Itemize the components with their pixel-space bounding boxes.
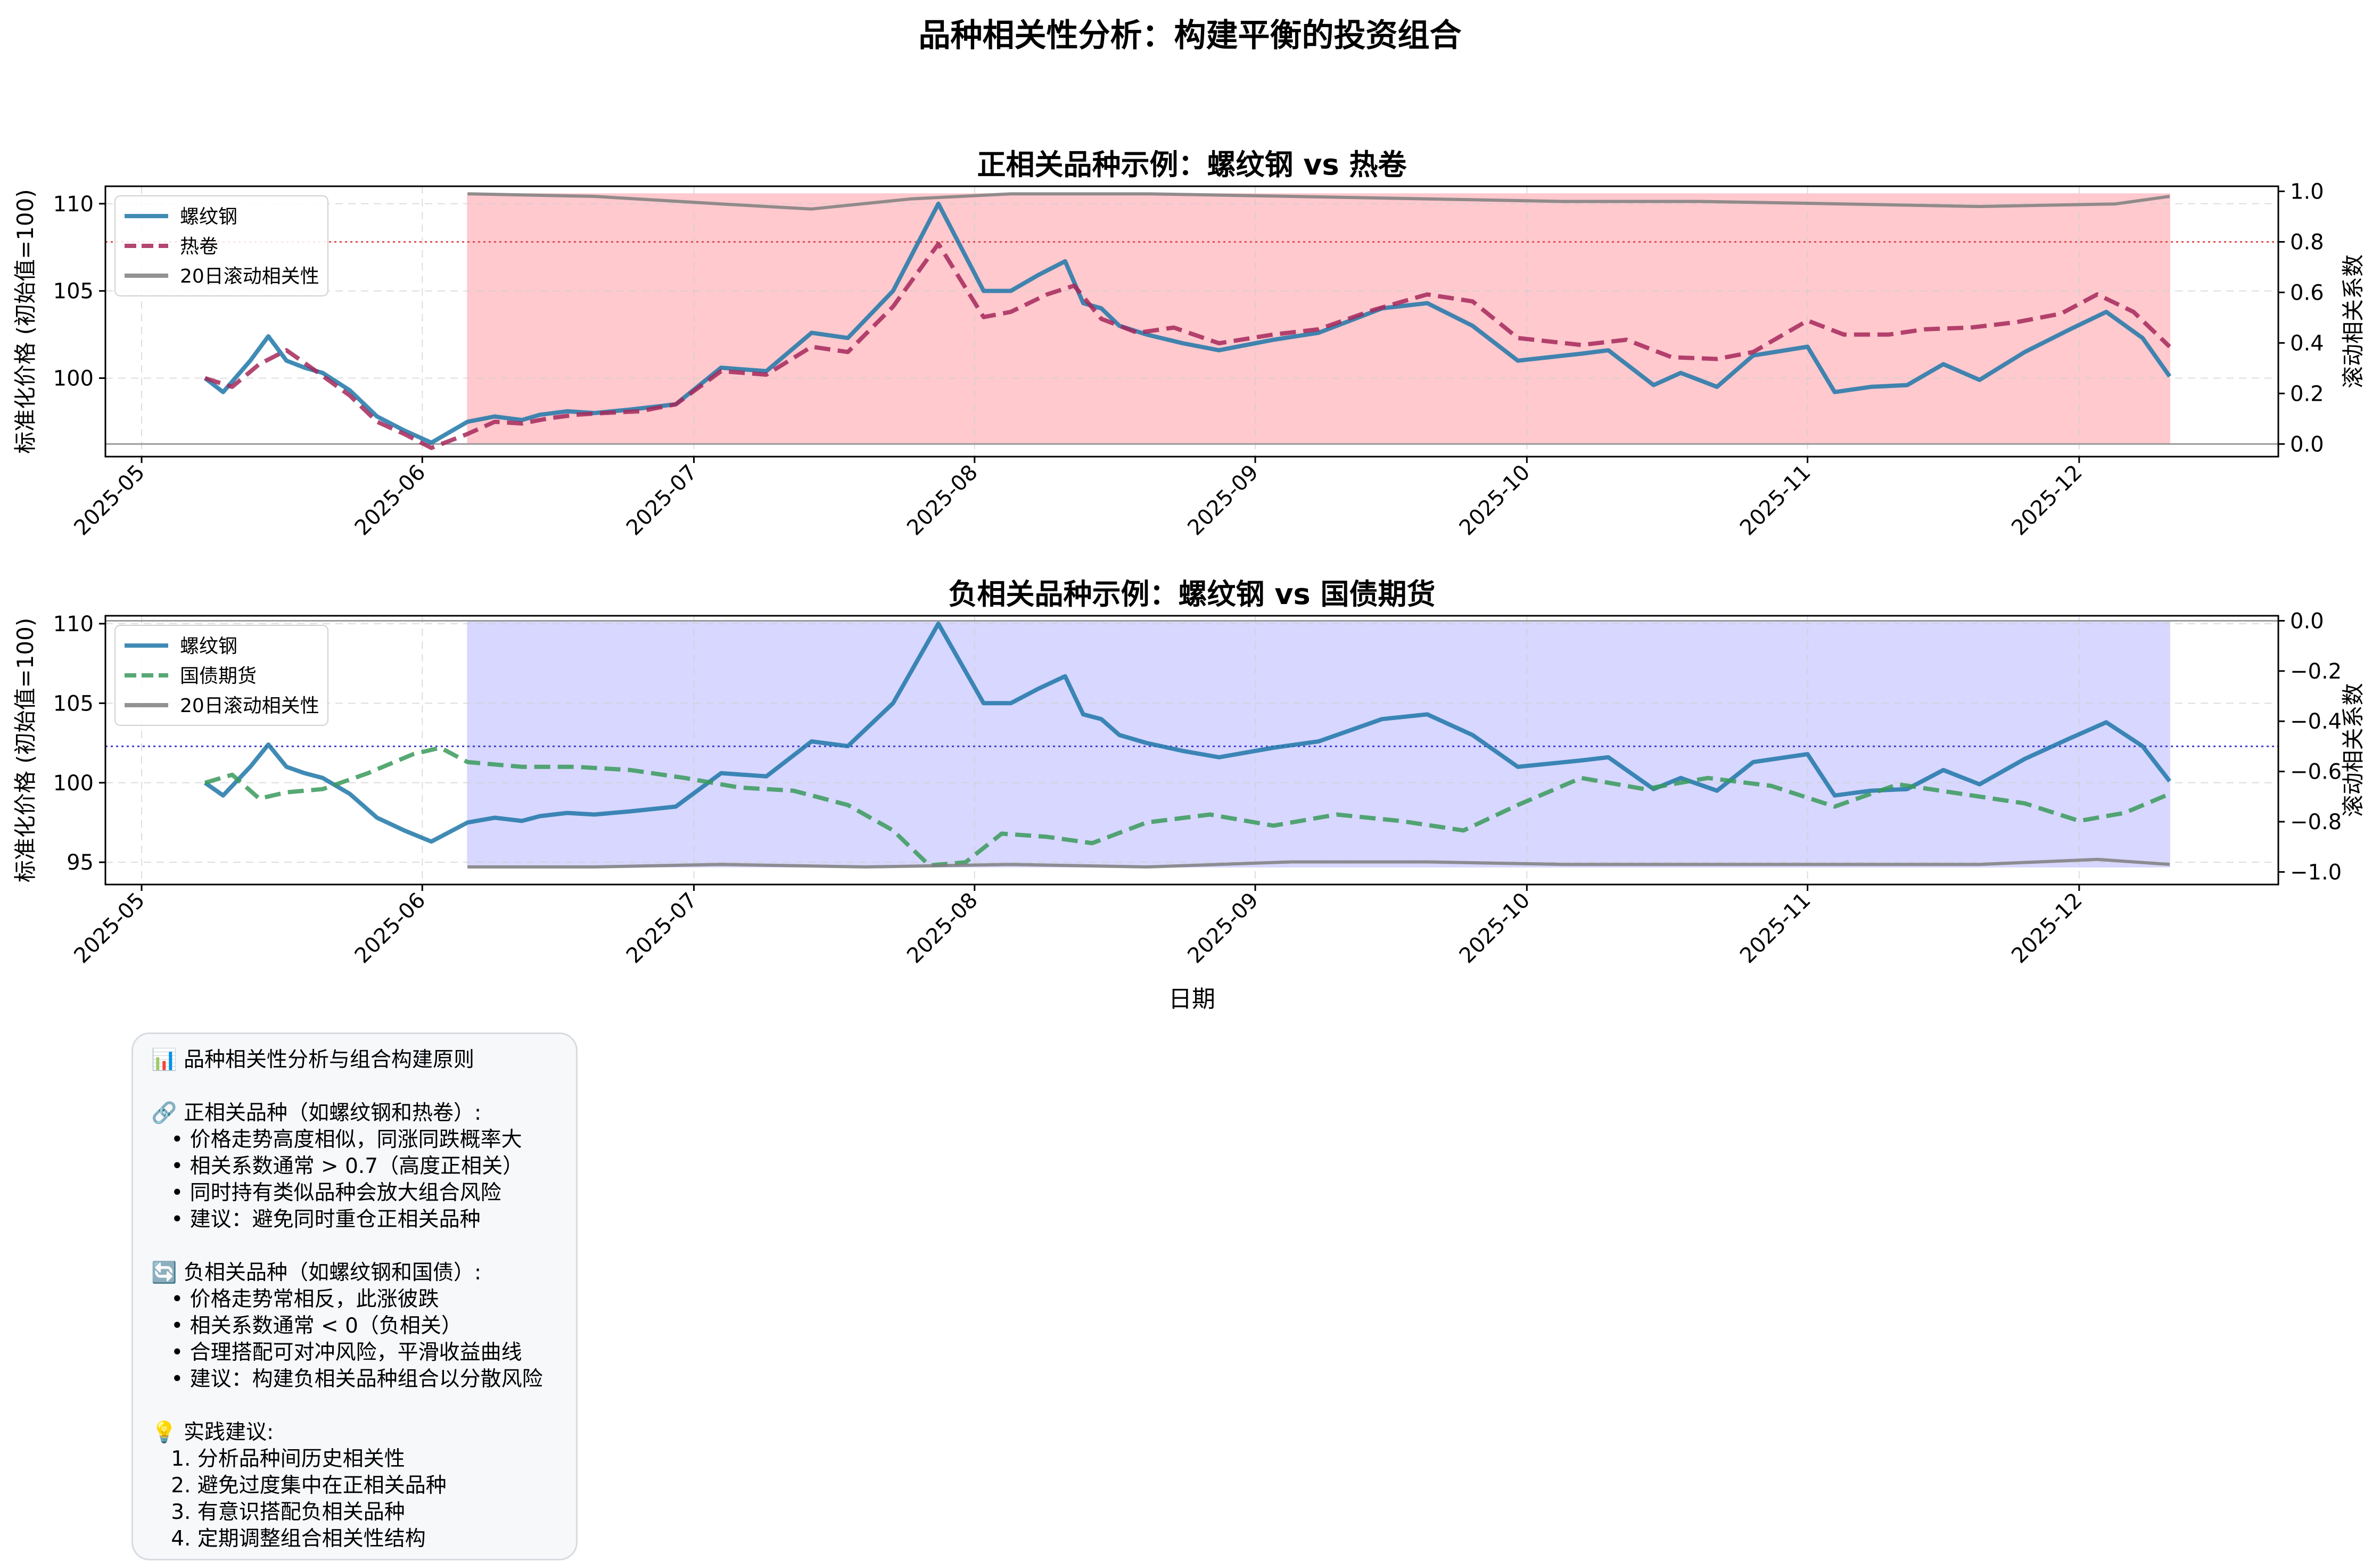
x-tick-label: 2025-10	[1455, 888, 1535, 969]
y-right-tick-label: −0.2	[2290, 659, 2342, 684]
y-right-tick-label: 0.0	[2290, 609, 2324, 633]
x-tick-label: 2025-09	[1183, 460, 1263, 541]
notes-line: 1. 分析品种间历史相关性	[151, 1447, 405, 1471]
y-right-tick-label: 1.0	[2290, 179, 2324, 204]
y-right-tick-label: −1.0	[2290, 860, 2342, 885]
y-tick-label: 95	[67, 850, 94, 875]
correlation-shade	[467, 193, 2170, 445]
x-tick-label: 2025-05	[69, 460, 150, 541]
y-right-tick-label: −0.8	[2290, 810, 2342, 834]
x-tick-label: 2025-12	[2007, 460, 2087, 541]
notes-panel: 📊 品种相关性分析与组合构建原则 🔗 正相关品种（如螺纹钢和热卷）: • 价格走势…	[131, 1032, 578, 1560]
plot-frame	[104, 615, 2279, 886]
y-right-tick-label: −0.4	[2290, 709, 2342, 734]
y-right-tick-label: 0.2	[2290, 382, 2324, 406]
y-right-tick-label: −0.6	[2290, 760, 2342, 784]
series-line	[204, 746, 2171, 868]
y-right-tick-label: 0.6	[2290, 280, 2324, 305]
notes-line: 📊 品种相关性分析与组合构建原则	[151, 1048, 474, 1072]
y-tick-label: 100	[53, 771, 94, 796]
series-line	[467, 192, 2170, 211]
y-right-tick-label: 0.4	[2290, 331, 2324, 356]
notes-line: 2. 避免过度集中在正相关品种	[151, 1474, 447, 1498]
x-tick-label: 2025-07	[622, 460, 702, 541]
chart-title: 正相关品种示例：螺纹钢 vs 热卷	[977, 148, 1407, 181]
chart-title: 负相关品种示例：螺纹钢 vs 国债期货	[949, 577, 1436, 611]
notes-line: • 相关系数通常 > 0.7（高度正相关）	[151, 1154, 524, 1178]
x-tick-label: 2025-10	[1455, 460, 1535, 541]
y-tick-label: 105	[53, 279, 94, 304]
y-right-tick-label: 0.8	[2290, 230, 2324, 254]
x-tick-label: 2025-06	[350, 460, 431, 541]
plot-frame	[104, 185, 2279, 458]
notes-line: • 价格走势高度相似，同涨同跌概率大	[151, 1128, 522, 1152]
notes-line: 🔄 负相关品种（如螺纹钢和国债）:	[151, 1261, 482, 1285]
series-line	[467, 857, 2170, 869]
x-tick-label: 2025-06	[350, 888, 431, 969]
y-tick-label: 110	[53, 192, 94, 217]
notes-line: 4. 定期调整组合相关性结构	[151, 1527, 426, 1551]
x-tick-label: 2025-05	[69, 888, 150, 969]
notes-line: 3. 有意识搭配负相关品种	[151, 1500, 405, 1524]
x-tick-label: 2025-07	[622, 888, 702, 969]
series-line	[203, 201, 2172, 445]
notes-line	[151, 1233, 558, 1260]
notes-line	[151, 1073, 558, 1100]
y-tick-label: 105	[53, 691, 94, 716]
y-right-axis-label: 滚动相关系数	[2340, 254, 2366, 389]
legend-label: 热卷	[180, 236, 218, 258]
notes-line	[151, 1393, 558, 1419]
notes-line: • 相关系数通常 < 0（负相关）	[151, 1314, 462, 1338]
y-tick-label: 110	[53, 612, 94, 637]
legend-label: 螺纹钢	[180, 206, 237, 228]
x-tick-label: 2025-11	[1735, 460, 1816, 541]
x-tick-label: 2025-11	[1735, 888, 1816, 969]
y-axis-label: 标准化价格 (初始值=100)	[12, 189, 38, 453]
series-line	[203, 621, 2172, 844]
figure-title: 品种相关性分析：构建平衡的投资组合	[918, 17, 1462, 54]
legend-box	[114, 625, 328, 726]
legend-label: 20日滚动相关性	[180, 695, 319, 717]
x-tick-label: 2025-08	[902, 460, 983, 541]
notes-line: • 价格走势常相反，此涨彼跌	[151, 1287, 439, 1311]
chart-canvas: 正相关品种示例：螺纹钢 vs 热卷 2025-05 2025-06 2025-07 20…	[12, 148, 2366, 1011]
x-tick-label: 2025-09	[1183, 888, 1263, 969]
notes-line: 🔗 正相关品种（如螺纹钢和热卷）:	[151, 1101, 482, 1125]
series-line	[204, 242, 2171, 450]
chart-panel-2: 负相关品种示例：螺纹钢 vs 国债期货 2025-05 2025-06 2025-07…	[12, 577, 2366, 1011]
legend-label: 螺纹钢	[180, 635, 237, 657]
notes-line: • 建议：构建负相关品种组合以分散风险	[151, 1367, 543, 1391]
x-axis-label: 日期	[1168, 986, 1215, 1011]
notes-line: 💡 实践建议:	[151, 1420, 274, 1444]
notes-line: • 建议：避免同时重仓正相关品种	[151, 1208, 481, 1232]
legend-box	[114, 195, 328, 296]
x-tick-label: 2025-08	[902, 888, 983, 969]
chart-panel-1: 正相关品种示例：螺纹钢 vs 热卷 2025-05 2025-06 2025-07 20…	[12, 148, 2366, 540]
notes-line: • 同时持有类似品种会放大组合风险	[151, 1181, 501, 1205]
notes-line: • 合理搭配可对冲风险，平滑收益曲线	[151, 1341, 522, 1365]
legend-label: 20日滚动相关性	[180, 266, 319, 287]
y-right-axis-label: 滚动相关系数	[2340, 683, 2366, 817]
x-tick-label: 2025-12	[2007, 888, 2087, 969]
y-axis-label: 标准化价格 (初始值=100)	[12, 618, 38, 882]
y-tick-label: 100	[53, 367, 94, 391]
correlation-shade	[467, 620, 2170, 867]
legend-label: 国债期货	[180, 665, 257, 687]
y-right-tick-label: 0.0	[2290, 432, 2324, 457]
